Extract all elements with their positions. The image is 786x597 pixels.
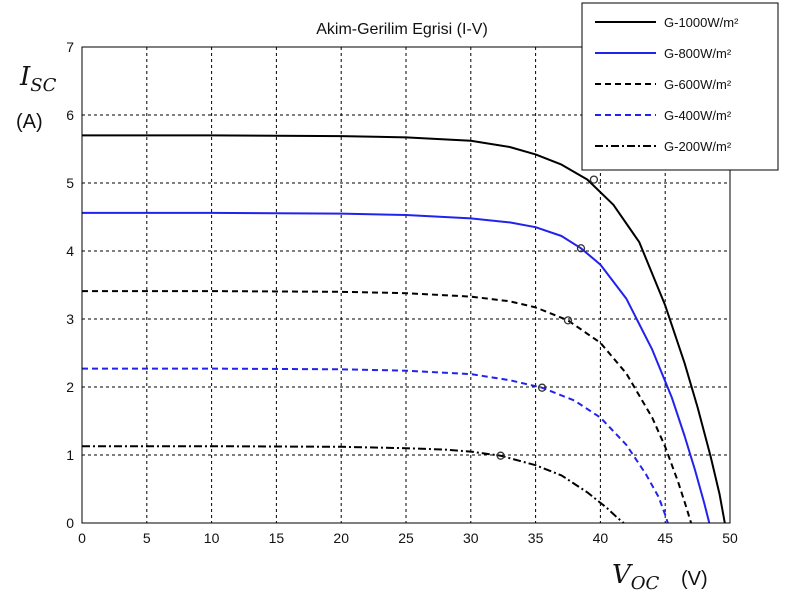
x-axis-label: VOC (612, 560, 660, 594)
mpp-marker (589, 175, 599, 184)
y-axis-symbol: I (19, 62, 31, 92)
x-tick-label: 40 (593, 530, 609, 546)
series-line (82, 290, 693, 524)
x-tick-label: 20 (333, 530, 349, 546)
mpp-marker (563, 316, 573, 325)
legend-box (581, 2, 779, 171)
x-tick-label: 30 (463, 530, 479, 546)
series-line (82, 445, 625, 524)
chart-title: Akim-Gerilim Egrisi (I-V) (316, 21, 488, 38)
legend-label: G-600W/m² (664, 77, 732, 92)
y-tick-label: 1 (66, 447, 74, 463)
x-tick-label: 25 (398, 530, 414, 546)
x-tick-label: 0 (78, 530, 86, 546)
x-tick-label: 15 (269, 530, 285, 546)
y-tick-label: 7 (66, 39, 74, 55)
mpp-marker (496, 451, 505, 460)
y-tick-label: 6 (66, 107, 74, 123)
plot-frame (81, 46, 731, 524)
legend-label: G-800W/m² (664, 46, 732, 61)
y-tick-label: 4 (66, 243, 74, 259)
series-line (82, 211, 711, 524)
x-axis-unit: (V) (681, 568, 708, 590)
legend-label: G-1000W/m² (664, 15, 739, 30)
legend-label: G-200W/m² (664, 139, 732, 154)
x-tick-label: 45 (657, 530, 673, 546)
x-tick-label: 35 (528, 530, 544, 546)
y-tick-label: 2 (66, 379, 74, 395)
mpp-marker (537, 383, 547, 392)
series-line (82, 134, 726, 524)
x-tick-label: 10 (204, 530, 220, 546)
y-axis-subscript: SC (30, 75, 56, 96)
y-axis-unit: (A) (16, 111, 43, 133)
grid (82, 47, 730, 523)
x-tick-label: 50 (722, 530, 738, 546)
mpp-marker (576, 244, 586, 253)
legend: G-1000W/m² G-800W/m² G-600W/m² G-400W/m² G-2… (581, 2, 779, 171)
series-line (82, 367, 669, 524)
y-tick-label: 3 (66, 311, 74, 327)
x-tick-label: 5 (143, 530, 151, 546)
y-axis-label: ISC (19, 62, 57, 96)
series-layer (82, 134, 726, 524)
x-axis-subscript: OC (631, 573, 660, 594)
x-axis-symbol: V (612, 560, 633, 590)
legend-label: G-400W/m² (664, 108, 732, 123)
y-tick-label: 5 (66, 175, 74, 191)
y-tick-label: 0 (66, 515, 74, 531)
